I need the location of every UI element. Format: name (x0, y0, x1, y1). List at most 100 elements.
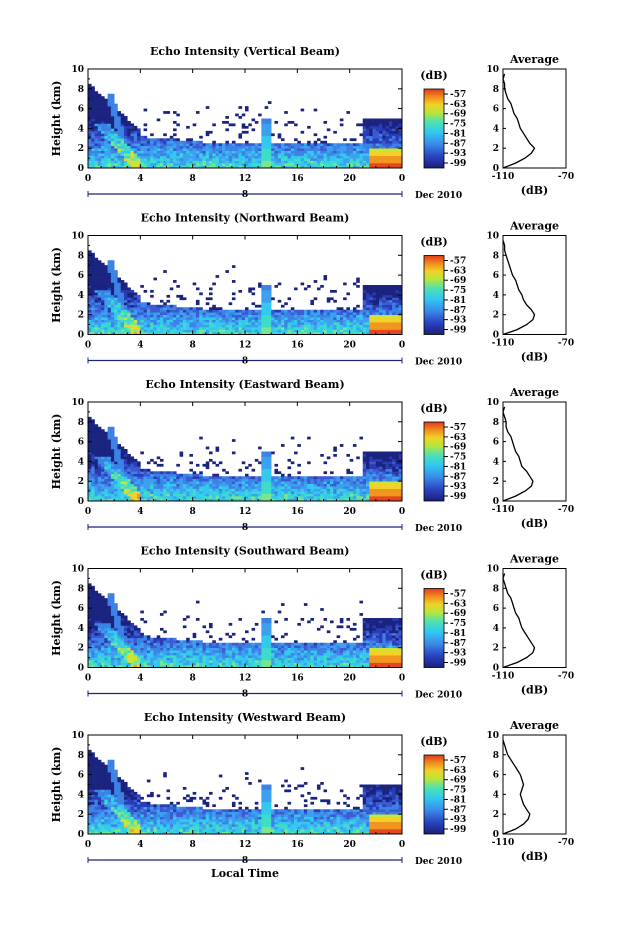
heatmap-cell (176, 123, 180, 127)
heatmap-cell (287, 314, 292, 318)
heatmap-cell (123, 289, 128, 293)
heatmap-cell (303, 163, 308, 166)
x-tick-label: 4 (137, 341, 143, 351)
heatmap-cell (320, 143, 324, 147)
heatmap-cell (277, 299, 282, 303)
heatmap-cell (392, 135, 396, 139)
heatmap-cell (166, 332, 171, 335)
heatmap-cell (395, 292, 400, 296)
heatmap-cell (333, 449, 337, 452)
heatmap-cell (123, 165, 128, 169)
heatmap-cell (212, 329, 216, 333)
heatmap-cell (123, 140, 128, 144)
y-tick-label: 4 (78, 291, 84, 301)
heatmap-cell (159, 486, 164, 489)
heatmap-cell (114, 446, 118, 450)
heatmap-cell (104, 481, 108, 484)
heatmap-cell (254, 491, 259, 494)
heatmap-cell (114, 123, 118, 127)
heatmap-cell (251, 319, 256, 323)
heatmap-cell (91, 324, 95, 328)
heatmap-cell (235, 483, 239, 487)
heatmap-cell (388, 483, 393, 487)
heatmap-cell (231, 280, 236, 283)
heatmap-cell (107, 618, 112, 621)
heatmap-cell (97, 304, 102, 308)
heatmap-cell (117, 277, 122, 281)
heatmap-cell (294, 123, 298, 127)
heatmap-cell (94, 150, 99, 154)
heatmap-cell (316, 150, 321, 154)
heatmap-cell (179, 153, 184, 156)
heatmap-cell (297, 498, 301, 502)
heatmap-cell (369, 317, 373, 320)
heatmap-cell (235, 476, 239, 480)
heatmap-cell (153, 478, 157, 482)
heatmap-cell (258, 148, 262, 151)
heatmap-cell (297, 491, 301, 494)
heatmap-cell (349, 329, 354, 333)
heatmap-cell (261, 145, 265, 149)
heatmap-cell (336, 493, 341, 497)
heatmap-cell (274, 163, 279, 166)
heatmap-cell (97, 496, 102, 499)
heatmap-cell (150, 314, 154, 318)
heatmap-cell (182, 148, 187, 151)
heatmap-cell (261, 287, 265, 291)
heatmap-cell (366, 319, 370, 323)
heatmap-cell (97, 128, 102, 132)
heatmap-cell (343, 309, 347, 313)
heatmap-cell (101, 488, 105, 492)
heatmap-cell (323, 140, 328, 144)
heatmap-cell (264, 312, 269, 315)
heatmap-cell (107, 637, 112, 641)
heatmap-cell (146, 324, 151, 328)
heatmap-cell (395, 493, 400, 497)
heatmap-cell (163, 498, 167, 502)
heatmap-cell (280, 314, 285, 318)
heatmap-cell (258, 158, 262, 161)
heatmap-cell (300, 324, 305, 328)
heatmap-cell (104, 431, 108, 435)
heatmap-cell (130, 317, 135, 320)
heatmap-cell (346, 476, 350, 480)
heatmap-cell (280, 493, 285, 497)
heatmap-cell (228, 155, 233, 159)
heatmap-cell (104, 657, 108, 661)
heatmap-cell (307, 319, 311, 323)
heatmap-cell (101, 439, 105, 442)
heatmap-cell (320, 150, 324, 154)
heatmap-cell (339, 143, 344, 147)
heatmap-cell (140, 155, 144, 159)
heatmap-cell (110, 153, 115, 156)
heatmap-cell (130, 135, 135, 139)
heatmap-cell (189, 453, 193, 457)
heatmap-cell (104, 640, 108, 644)
heatmap-cell (133, 128, 138, 132)
heatmap-cell (300, 130, 305, 134)
heatmap-cell (195, 483, 200, 487)
heatmap-cell (330, 319, 334, 323)
heatmap-cell (209, 488, 213, 492)
heatmap-cell (349, 498, 354, 502)
heatmap-cell (372, 133, 377, 137)
heatmap-cell (107, 302, 112, 306)
heatmap-cell (94, 647, 99, 651)
heatmap-cell (91, 98, 95, 102)
heatmap-cell (107, 150, 112, 154)
heatmap-cell (173, 319, 177, 323)
heatmap-cell (238, 498, 243, 502)
heatmap-cell (146, 322, 151, 325)
heatmap-cell (209, 329, 213, 333)
heatmap-cell (127, 473, 131, 477)
heatmap-cell (140, 327, 144, 330)
heatmap-cell (352, 312, 357, 315)
heatmap-cell (267, 101, 272, 104)
heatmap-cell (238, 319, 243, 323)
heatmap-cell (163, 319, 167, 323)
heatmap-cell (395, 327, 400, 330)
average-x-tick-label: -110 (492, 505, 515, 515)
heatmap-cell (133, 165, 138, 169)
heatmap-cell (205, 297, 210, 301)
heatmap-cell (245, 473, 249, 477)
